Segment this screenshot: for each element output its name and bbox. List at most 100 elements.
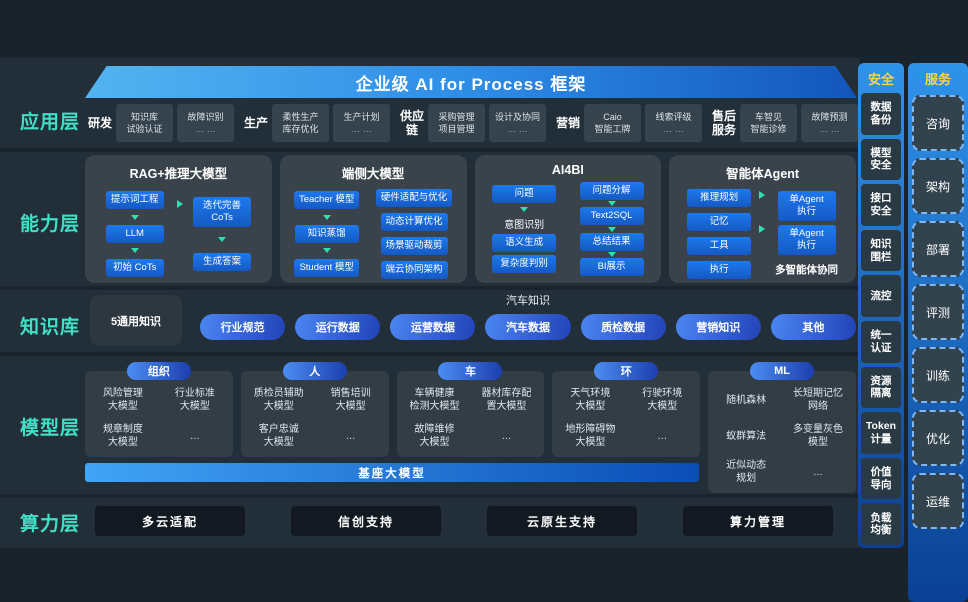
security-item: 价值 导向	[861, 457, 901, 500]
app-group-label: 营销	[555, 115, 580, 130]
app-group-marketing: 营销 Caio 智能工牌 线索评级 … …	[556, 104, 702, 142]
app-box-line: 库存优化	[282, 124, 319, 134]
knowledge-pill: 行业规范	[200, 314, 286, 340]
multi-agent-caption: 多智能体协同	[775, 263, 839, 276]
app-box: 柔性生产 库存优化	[272, 104, 329, 142]
service-item: 评测	[912, 284, 964, 340]
model-item: …	[813, 466, 824, 478]
capability-card-ai4bi: AI4BI 问题 意图识别 语义生成 复杂度判别 问题分解 Text2SQL 总…	[474, 155, 662, 283]
security-item: 负载 均衡	[861, 503, 901, 545]
flow-node: BI展示	[579, 257, 644, 276]
service-item: 咨询	[912, 95, 964, 151]
arrow-down-icon	[607, 226, 616, 232]
model-item: 行驶环境 大模型	[642, 388, 683, 412]
arrow-right-icon	[176, 200, 183, 208]
app-box-line: 采购管理	[438, 111, 475, 122]
model-item: 质检员辅助 大模型	[253, 388, 304, 412]
card-title: 智能体Agent	[726, 167, 800, 181]
arrow-down-icon	[322, 214, 331, 220]
app-box-line: 柔性生产	[282, 111, 319, 122]
model-item: …	[345, 430, 356, 442]
capability-row: RAG+推理大模型 提示词工程 LLM 初始 CoTs 迭代完善 CoTs 生成…	[85, 155, 856, 283]
model-item: 行业标准 大模型	[174, 388, 215, 412]
model-group-environment: 环 天气环境 大模型 行驶环境 大模型 地形障碍物 大模型 …	[552, 362, 701, 457]
app-group-label: 供应 链	[399, 108, 424, 137]
model-item: 销售培训 大模型	[330, 388, 371, 412]
app-box: 故障预测 … …	[800, 104, 858, 142]
capability-card-agent: 智能体Agent 推理规划 记忆 工具 执行 单Agent 执行 单Agent …	[669, 155, 856, 283]
security-item: 知识 围栏	[861, 229, 901, 272]
app-box-line: 试验认证	[126, 124, 163, 134]
model-group-tag: 环	[594, 362, 659, 380]
layer-label-capability: 能力层	[20, 214, 81, 235]
card-title: AI4BI	[551, 163, 584, 177]
compute-box: 云原生支持	[487, 506, 637, 536]
compute-row: 多云适配 信创支持 云原生支持 算力管理	[95, 506, 833, 536]
title-banner: 企业级 AI for Process 框架	[85, 66, 857, 98]
app-box: Caio 智能工牌	[583, 104, 641, 142]
general-knowledge-box: 5通用知识	[90, 295, 182, 346]
knowledge-pill: 汽车数据	[485, 314, 571, 340]
security-panel-title: 安全	[867, 72, 894, 87]
application-row: 研发 知识库 试验认证 故障识别 … … 生产 柔性生产 库存优化 生产计划 ……	[88, 101, 858, 145]
security-item: 模型 安全	[861, 138, 901, 181]
model-item: …	[189, 430, 200, 442]
flow-node: 动态计算优化	[380, 213, 448, 231]
security-item: 流控	[861, 275, 901, 317]
app-box-line: 智能诊修	[750, 124, 787, 134]
model-group-organization: 组织 风险管理 大模型 行业标准 大模型 规章制度 大模型 …	[85, 362, 233, 457]
model-group-box: 风险管理 大模型 行业标准 大模型 规章制度 大模型 …	[85, 371, 233, 457]
app-box: 车智见 智能诊修	[739, 104, 797, 142]
app-box-line: 故障识别	[187, 111, 224, 122]
flow-node: 初始 CoTs	[105, 258, 164, 277]
security-item: 接口 安全	[861, 184, 901, 226]
model-item: 近似动态 规划	[726, 460, 767, 484]
security-item: Token 计量	[861, 412, 901, 454]
arrow-down-icon	[607, 201, 616, 207]
security-item: 数据 备份	[861, 93, 901, 135]
card-title: 端侧大模型	[341, 167, 405, 181]
model-item: 车辆健康 检测大模型	[409, 388, 460, 412]
arrow-down-icon	[218, 237, 227, 243]
flow-node: Text2SQL	[579, 207, 644, 226]
service-item: 部署	[912, 221, 964, 277]
flow-node: 工具	[687, 237, 752, 255]
app-box-line: 项目管理	[438, 124, 475, 134]
arrow-down-icon	[130, 214, 139, 220]
app-box-line: Caio	[603, 111, 622, 122]
flow-node: 推理规划	[687, 189, 752, 207]
app-box: 设计及协同 … …	[488, 104, 546, 142]
flow-node: 单Agent 执行	[777, 191, 836, 221]
flow-node: 提示词工程	[105, 191, 164, 210]
arrow-right-icon	[758, 225, 765, 233]
compute-box: 算力管理	[683, 506, 833, 536]
capability-card-edge-model: 端侧大模型 Teacher 模型 知识蒸馏 Student 模型 硬件适配与优化…	[279, 155, 467, 283]
app-box-line: 设计及协同	[494, 111, 540, 122]
arrow-right-icon	[758, 191, 765, 199]
app-box-line: 知识库	[131, 111, 159, 122]
auto-knowledge-section: 汽车知识 行业规范 运行数据 运营数据 汽车数据 质检数据 营销知识 其他	[200, 292, 856, 340]
compute-box: 多云适配	[95, 506, 245, 536]
app-group-supply-chain: 供应 链 采购管理 项目管理 设计及协同 … …	[400, 104, 546, 142]
app-box: 故障识别 … …	[177, 104, 235, 142]
app-box-line: 生产计划	[343, 111, 380, 122]
app-box: 线索评级 … …	[644, 104, 702, 142]
app-group-production: 生产 柔性生产 库存优化 生产计划 … …	[244, 104, 390, 142]
flow-node: 总结结果	[579, 232, 644, 251]
flow-text: 意图识别	[504, 220, 545, 232]
model-group-box: 随机森林 长短期记忆 网络 蚁群算法 多变量灰色 模型 近似动态 规划 …	[708, 371, 856, 493]
flow-node: 硬件适配与优化	[375, 189, 453, 207]
security-item: 统一 认证	[861, 320, 901, 363]
knowledge-pill: 营销知识	[675, 314, 761, 340]
flow-node: 生成答案	[193, 253, 252, 272]
page-title: 企业级 AI for Process 框架	[355, 74, 587, 94]
flow-node: LLM	[105, 225, 164, 243]
model-group-tag: 组织	[126, 362, 191, 380]
model-group-box: 车辆健康 检测大模型 器材库存配 置大模型 故障维修 大模型 …	[396, 371, 545, 457]
flow-node: 问题分解	[579, 182, 644, 201]
model-group-people: 人 质检员辅助 大模型 销售培训 大模型 客户忠诚 大模型 …	[240, 362, 389, 457]
model-item: 随机森林	[726, 394, 767, 406]
model-item: 长短期记忆 网络	[793, 388, 844, 412]
auto-knowledge-title: 汽车知识	[506, 295, 550, 307]
